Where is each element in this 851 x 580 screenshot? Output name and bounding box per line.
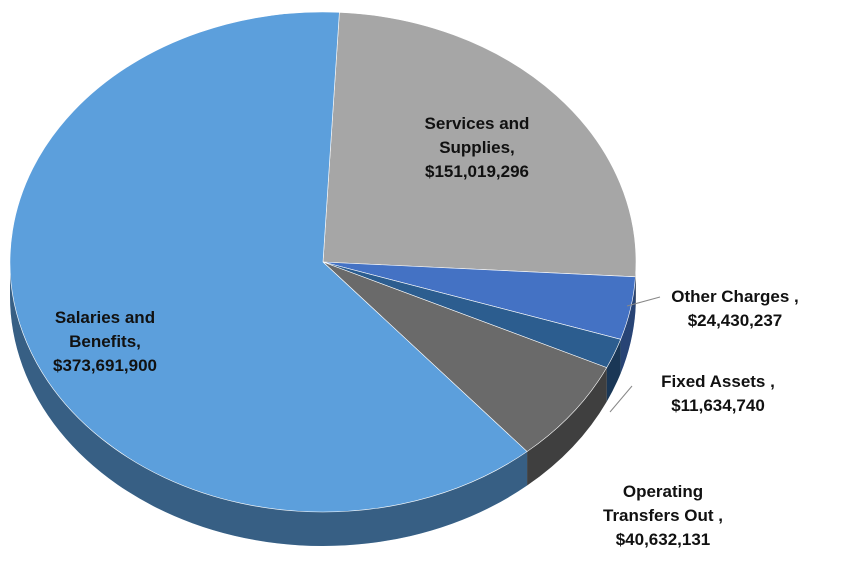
slice-value: $11,634,740: [671, 396, 765, 415]
pie-slice: [322, 12, 637, 278]
slice-value: $373,691,900: [53, 356, 157, 375]
pie-slice: [322, 261, 608, 452]
slice-name: Services and Supplies,: [424, 114, 530, 157]
slice-side-shade: [606, 339, 621, 402]
slice-side: [10, 262, 528, 546]
slice-side: [620, 276, 636, 374]
slice-name: Salaries and Benefits,: [54, 308, 156, 351]
pie-slice: [9, 11, 528, 513]
slice-side-shade: [10, 262, 528, 546]
leader-line: [609, 385, 633, 413]
slice-value: $40,632,131: [615, 530, 711, 549]
slice-label: Other Charges , $24,430,237: [630, 285, 840, 333]
slice-name: Other Charges ,: [671, 287, 799, 306]
slice-label: Fixed Assets , $11,634,740: [613, 370, 823, 418]
slice-name: Operating Transfers Out ,: [603, 482, 723, 525]
slice-value: $151,019,296: [425, 162, 529, 181]
slice-name: Fixed Assets ,: [661, 372, 775, 391]
slice-label: Salaries and Benefits, $373,691,900: [30, 306, 180, 378]
leader-line: [626, 296, 661, 307]
slice-label: Services and Supplies, $151,019,296: [392, 112, 562, 184]
slice-value: $24,430,237: [687, 311, 783, 330]
slice-label: Operating Transfers Out , $40,632,131: [593, 480, 733, 552]
slice-side: [606, 339, 621, 402]
slice-side-shade: [620, 276, 636, 374]
